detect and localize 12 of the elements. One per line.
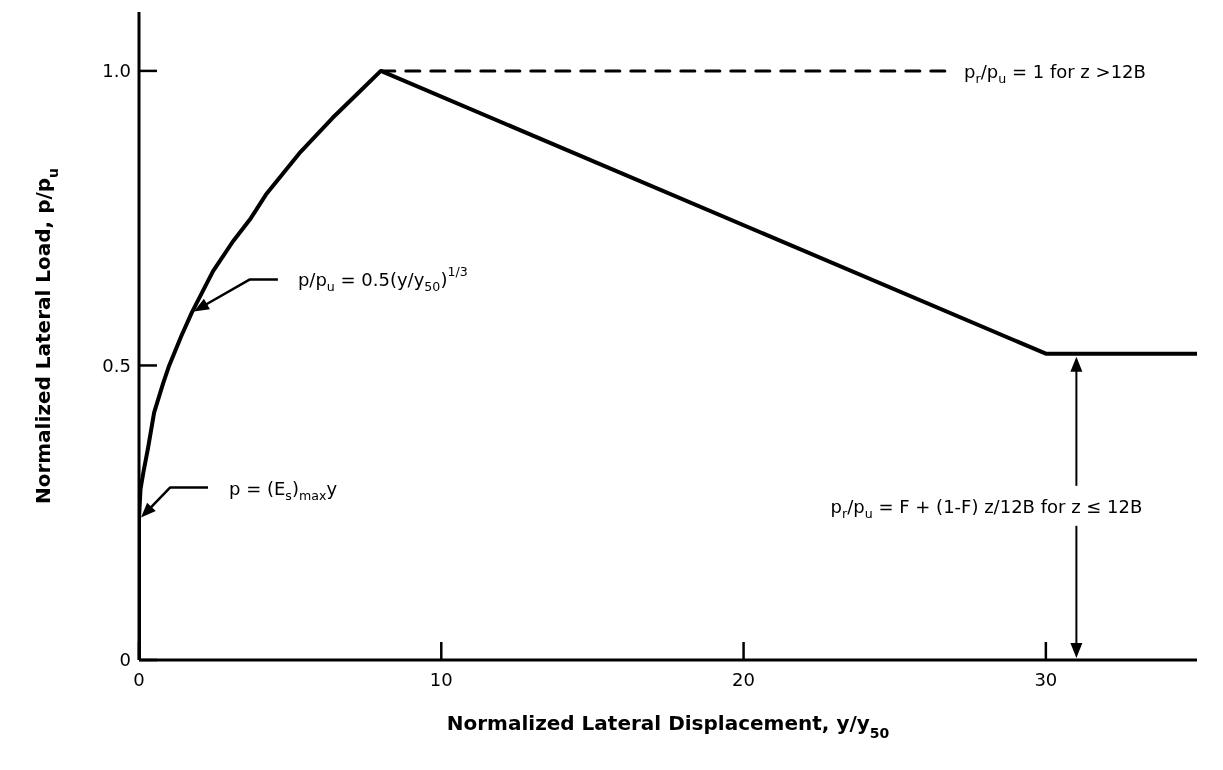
x-tick-label: 30: [1034, 669, 1058, 690]
y-tick-label: 0: [119, 649, 131, 671]
x-tick-label: 10: [429, 669, 453, 690]
annotation: p = (E$_{s}$)$_{max}$y: [229, 477, 338, 503]
annotation: p$_{r}$/p$_{u}$ = 1 for z >12B: [964, 60, 1146, 86]
annotation: p/p$_{u}$ = 0.5(y/y$_{50}$)$^{1/3}$: [297, 264, 468, 295]
y-tick-label: 0.5: [102, 354, 131, 376]
y-tick-label: 1.0: [102, 60, 131, 82]
x-tick-label: 20: [732, 669, 756, 690]
annotation: p$_{r}$/p$_{u}$ = F + (1-F) z/12B for z ≤ 12B: [830, 495, 1143, 521]
x-axis-title: Normalized Lateral Displacement, y/y$_{50}$: [446, 711, 890, 741]
x-tick-label: 0: [133, 669, 145, 690]
